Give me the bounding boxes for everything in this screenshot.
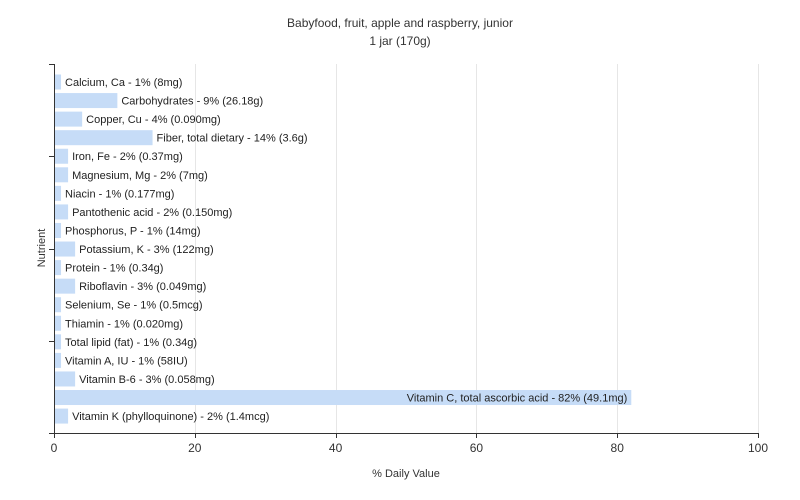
bar: [54, 297, 62, 313]
bar-label: Potassium, K - 3% (122mg): [79, 244, 214, 256]
chart-subtitle: 1 jar (170g): [369, 34, 430, 48]
bar: [54, 278, 76, 294]
bar-label: Thiamin - 1% (0.020mg): [65, 318, 183, 330]
chart-title: Babyfood, fruit, apple and raspberry, ju…: [287, 16, 513, 30]
bars: Calcium, Ca - 1% (8mg) Carbohydrates - 9%…: [54, 74, 632, 424]
bar: [54, 93, 118, 109]
bar-label: Phosphorus, P - 1% (14mg): [65, 225, 201, 237]
bar-label: Magnesium, Mg - 2% (7mg): [72, 170, 208, 182]
bar: [54, 148, 69, 164]
bar-label: Riboflavin - 3% (0.049mg): [79, 281, 206, 293]
bar: [54, 167, 69, 183]
x-tick-label: 80: [611, 441, 625, 455]
bar: [54, 260, 62, 276]
bar-label: Vitamin A, IU - 1% (58IU): [65, 355, 188, 367]
x-tick-label: 40: [329, 441, 343, 455]
bar: [54, 390, 632, 406]
bar-label: Iron, Fe - 2% (0.37mg): [72, 151, 183, 163]
bar-label: Carbohydrates - 9% (26.18g): [121, 96, 263, 108]
x-tick-label: 60: [470, 441, 484, 455]
bar-label: Selenium, Se - 1% (0.5mcg): [65, 300, 203, 312]
bar-label: Total lipid (fat) - 1% (0.34g): [65, 337, 197, 349]
gridlines: [195, 64, 759, 433]
bar: [54, 352, 62, 368]
axes: 0 20 40 60 80 100: [49, 64, 768, 455]
x-tick-label: 0: [51, 441, 58, 455]
bar-label: Copper, Cu - 4% (0.090mg): [86, 114, 221, 126]
bar-label: Fiber, total dietary - 14% (3.6g): [157, 133, 308, 145]
x-tick-label: 20: [188, 441, 202, 455]
bar: [54, 130, 153, 146]
bar-label: Pantothenic acid - 2% (0.150mg): [72, 207, 232, 219]
bar: [54, 408, 69, 424]
bar: [54, 222, 62, 238]
bar: [54, 204, 69, 220]
bar-label: Calcium, Ca - 1% (8mg): [65, 77, 182, 89]
bar-label: Vitamin B-6 - 3% (0.058mg): [79, 374, 215, 386]
x-axis-label: % Daily Value: [372, 468, 440, 480]
bar: [54, 74, 62, 90]
bar: [54, 315, 62, 331]
bar: [54, 111, 83, 127]
bar-label: Niacin - 1% (0.177mg): [65, 188, 174, 200]
bar-label: Vitamin K (phylloquinone) - 2% (1.4mcg): [72, 411, 269, 423]
bar: [54, 241, 76, 257]
x-tick-label: 100: [748, 441, 768, 455]
bar: [54, 371, 76, 387]
bar-label: Protein - 1% (0.34g): [65, 263, 163, 275]
bar: [54, 334, 62, 350]
bar-label: Vitamin C, total ascorbic acid - 82% (49…: [407, 393, 628, 405]
bar: [54, 185, 62, 201]
y-axis-label: Nutrient: [36, 229, 48, 268]
